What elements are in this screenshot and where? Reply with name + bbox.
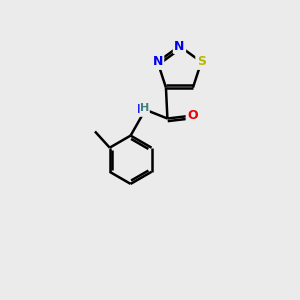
Text: N: N (152, 56, 163, 68)
Text: S: S (197, 56, 206, 68)
Text: N: N (174, 40, 184, 52)
Text: H: H (140, 103, 149, 113)
Text: N: N (137, 103, 147, 116)
Text: O: O (187, 109, 198, 122)
